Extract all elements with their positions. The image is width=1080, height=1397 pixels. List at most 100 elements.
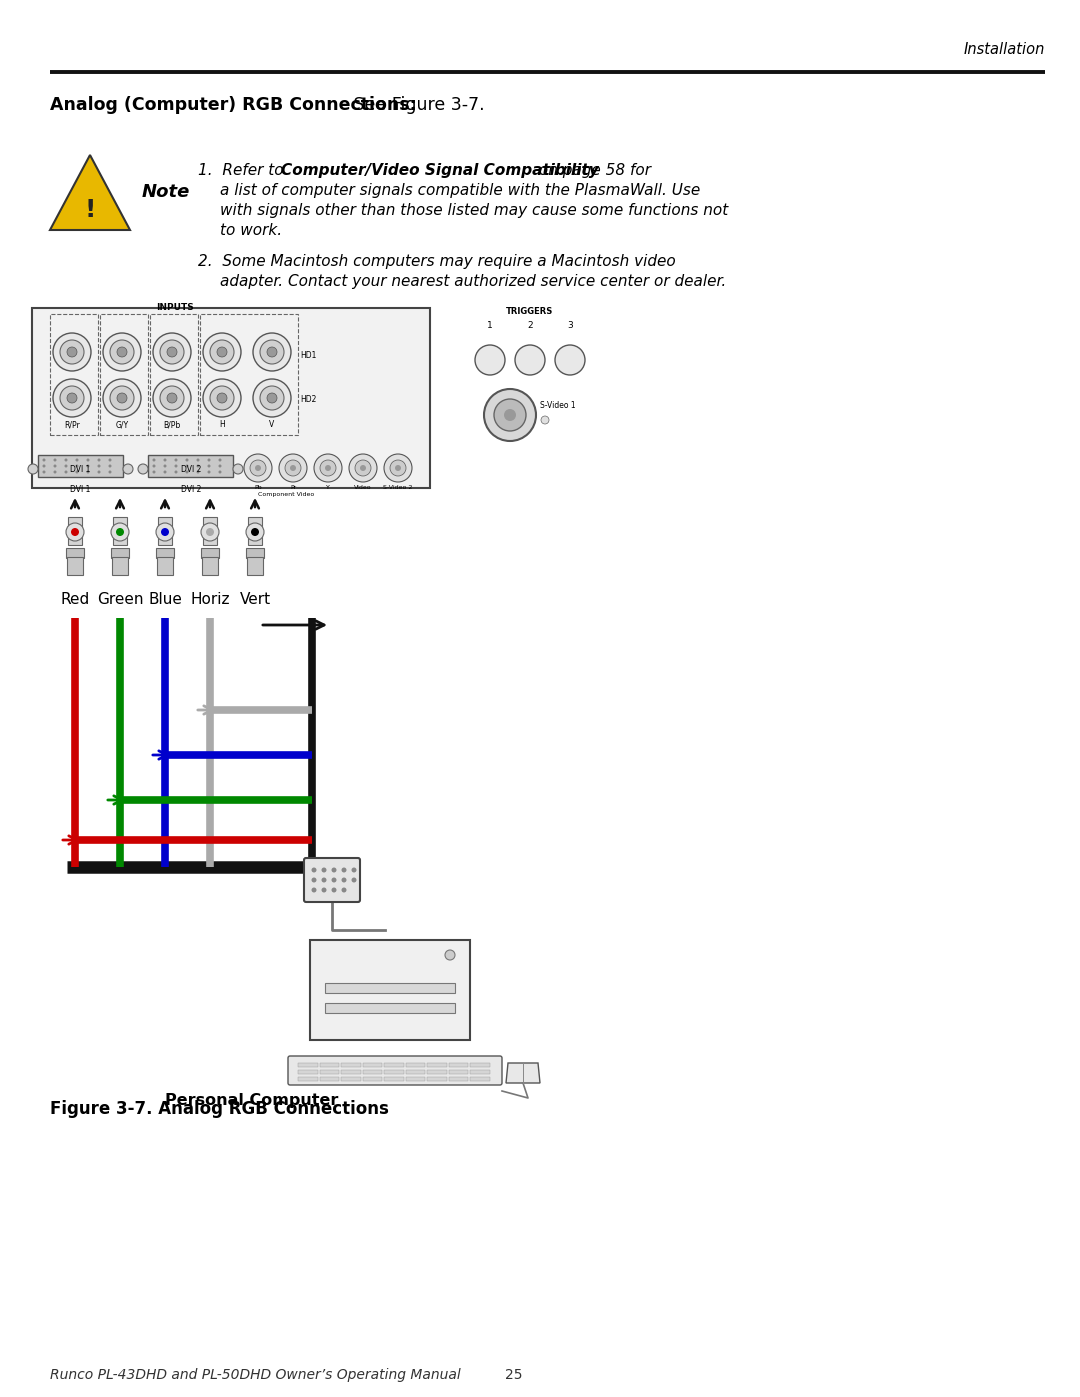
Bar: [112, 557, 129, 576]
Bar: [201, 548, 219, 557]
Circle shape: [103, 379, 141, 416]
Bar: [38, 455, 123, 476]
Circle shape: [160, 339, 184, 365]
Circle shape: [117, 393, 127, 402]
Bar: [150, 314, 198, 434]
Circle shape: [175, 464, 177, 468]
Text: !: !: [84, 198, 96, 222]
Circle shape: [203, 379, 241, 416]
Circle shape: [116, 528, 124, 536]
FancyBboxPatch shape: [303, 858, 360, 902]
Circle shape: [53, 332, 91, 372]
Circle shape: [76, 458, 79, 461]
Circle shape: [65, 458, 67, 461]
Circle shape: [325, 465, 330, 471]
Circle shape: [153, 332, 191, 372]
Bar: [148, 455, 233, 476]
Circle shape: [322, 868, 326, 873]
Circle shape: [206, 528, 214, 536]
Circle shape: [152, 458, 156, 461]
Text: 3: 3: [567, 321, 572, 330]
Text: 1: 1: [487, 321, 492, 330]
Circle shape: [267, 346, 276, 358]
Bar: [428, 1070, 447, 1074]
Circle shape: [123, 464, 133, 474]
Text: HD1: HD1: [300, 351, 316, 359]
FancyBboxPatch shape: [288, 1056, 502, 1085]
Bar: [341, 1077, 361, 1081]
Text: S-Video 1: S-Video 1: [540, 401, 576, 409]
Text: Runco PL-43DHD and PL-50DHD Owner’s Operating Manual: Runco PL-43DHD and PL-50DHD Owner’s Oper…: [50, 1368, 461, 1382]
Text: Personal Computer: Personal Computer: [165, 1092, 338, 1108]
Bar: [50, 314, 98, 434]
Circle shape: [186, 471, 189, 474]
Circle shape: [217, 393, 227, 402]
Bar: [341, 1063, 361, 1067]
Circle shape: [249, 460, 266, 476]
Circle shape: [163, 464, 166, 468]
Circle shape: [253, 332, 291, 372]
Text: See Figure 3-7.: See Figure 3-7.: [348, 96, 485, 115]
Text: Horiz: Horiz: [190, 592, 230, 608]
Circle shape: [186, 464, 189, 468]
Circle shape: [253, 379, 291, 416]
Text: INPUTS: INPUTS: [157, 303, 194, 312]
Circle shape: [349, 454, 377, 482]
Text: with signals other than those listed may cause some functions not: with signals other than those listed may…: [220, 203, 728, 218]
Circle shape: [218, 471, 221, 474]
Bar: [341, 1070, 361, 1074]
Text: DVI 2: DVI 2: [180, 485, 201, 495]
Circle shape: [86, 471, 90, 474]
Bar: [156, 548, 174, 557]
Circle shape: [279, 454, 307, 482]
Text: Analog (Computer) RGB Connections:: Analog (Computer) RGB Connections:: [50, 96, 417, 115]
Text: Pr: Pr: [289, 485, 296, 490]
Text: V: V: [269, 420, 274, 429]
Bar: [363, 1063, 382, 1067]
Text: 1.  Refer to: 1. Refer to: [198, 163, 288, 177]
Bar: [363, 1077, 382, 1081]
Circle shape: [138, 464, 148, 474]
Circle shape: [260, 339, 284, 365]
Bar: [67, 557, 83, 576]
Circle shape: [384, 454, 411, 482]
Bar: [202, 557, 218, 576]
Circle shape: [395, 465, 401, 471]
Circle shape: [167, 393, 177, 402]
Text: DVI 1: DVI 1: [70, 464, 91, 474]
Circle shape: [175, 458, 177, 461]
Circle shape: [314, 454, 342, 482]
Text: Figure 3-7. Analog RGB Connections: Figure 3-7. Analog RGB Connections: [50, 1099, 389, 1118]
Bar: [320, 1063, 339, 1067]
Circle shape: [117, 346, 127, 358]
Bar: [449, 1063, 469, 1067]
Circle shape: [42, 458, 45, 461]
Circle shape: [207, 464, 211, 468]
Circle shape: [65, 471, 67, 474]
Circle shape: [504, 409, 516, 420]
Circle shape: [484, 388, 536, 441]
Bar: [449, 1070, 469, 1074]
Circle shape: [494, 400, 526, 432]
Circle shape: [163, 458, 166, 461]
Text: Installation: Installation: [963, 42, 1045, 57]
Circle shape: [28, 464, 38, 474]
Circle shape: [210, 339, 234, 365]
Circle shape: [207, 471, 211, 474]
Circle shape: [541, 416, 549, 425]
Bar: [310, 940, 470, 1039]
Polygon shape: [50, 155, 130, 231]
Bar: [320, 1070, 339, 1074]
Text: Red: Red: [60, 592, 90, 608]
Text: Vert: Vert: [240, 592, 271, 608]
Text: S-Video 2: S-Video 2: [383, 485, 413, 490]
Circle shape: [42, 464, 45, 468]
Circle shape: [108, 471, 111, 474]
Circle shape: [341, 868, 347, 873]
Circle shape: [60, 386, 84, 409]
Circle shape: [97, 471, 100, 474]
Bar: [248, 517, 262, 545]
Circle shape: [291, 465, 296, 471]
Bar: [406, 1077, 426, 1081]
Circle shape: [475, 345, 505, 374]
